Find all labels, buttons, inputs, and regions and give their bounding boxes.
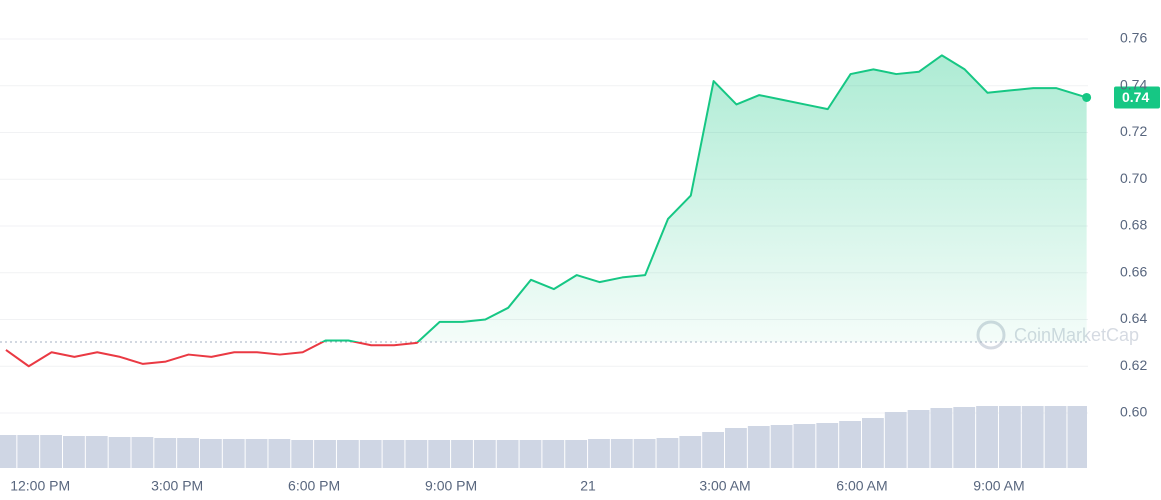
volume-bar [291,440,314,468]
volume-bar [953,407,976,468]
area [5,55,1087,342]
volume-bar [861,418,884,468]
price-badge-label: 0.74 [1122,89,1149,105]
y-tick-label: 0.70 [1120,170,1147,186]
x-tick-label: 9:00 AM [973,478,1024,494]
volume-bar [565,440,588,468]
volume-bar [884,412,907,468]
volume-bar [588,439,610,468]
x-tick-label: 6:00 AM [836,478,887,494]
volume-bar [725,428,747,468]
price-line-below [5,341,420,368]
y-tick-label: 0.74 [1120,76,1147,92]
volume-bar [747,426,770,468]
volume-bar [0,435,17,468]
volume-bar [770,425,793,468]
volume-bar [816,423,839,468]
volume-bar [268,439,291,468]
volume-bar [473,440,496,468]
x-tick-label: 12:00 PM [10,478,70,494]
price-line [320,54,1087,342]
volume-bar [17,435,40,468]
volume-bar [542,440,565,468]
x-tick-label: 3:00 AM [699,478,750,494]
volume-bars [0,406,1087,468]
volume-bar [405,440,428,468]
y-tick-label: 0.66 [1120,263,1147,279]
volume-bar [245,439,268,468]
volume-bar [336,440,359,468]
volume-bar [222,439,245,468]
x-tick-label: 6:00 PM [288,478,340,494]
volume-bar [131,437,154,468]
volume-bar [451,440,473,468]
y-tick-label: 0.64 [1120,310,1147,326]
volume-bar [610,439,633,468]
volume-bar [1075,406,1087,468]
plot: 0.74 [0,54,1160,368]
volume-bar [976,406,998,468]
volume-bar [199,439,222,468]
y-tick-label: 0.62 [1120,357,1147,373]
volume-bar [108,437,131,468]
volume-bar [154,438,177,468]
y-tick-label: 0.76 [1120,30,1147,46]
volume-bar [519,440,542,468]
volume-bar [314,440,336,468]
volume-bar [40,435,63,468]
grid [0,38,1088,414]
price-badge [1114,86,1160,109]
volume-bar [633,439,656,468]
volume-bar [382,440,405,468]
volume-bar [85,436,108,468]
volume-bar [428,440,451,468]
volume-bar [1044,406,1067,468]
volume-bar [1021,406,1044,468]
y-tick-label: 0.68 [1120,217,1147,233]
x-tick-label: 3:00 PM [151,478,203,494]
y-tick-label: 0.60 [1120,404,1147,420]
volume-bar [998,406,1021,468]
x-tick-label: 9:00 PM [425,478,477,494]
volume-bar [930,408,953,468]
volume-bar [359,440,382,468]
volume-bar [839,421,861,468]
volume-bar [702,432,725,468]
volume-bar [793,424,816,468]
volume-bar [679,436,702,468]
volume-bar [496,440,519,468]
volume-bar [656,438,679,468]
last-point [1082,92,1092,102]
volume-bar [907,410,930,468]
volume-bar [177,438,199,468]
volume-bar [63,436,85,468]
x-tick-label: 21 [580,478,596,494]
y-tick-label: 0.72 [1120,123,1147,139]
